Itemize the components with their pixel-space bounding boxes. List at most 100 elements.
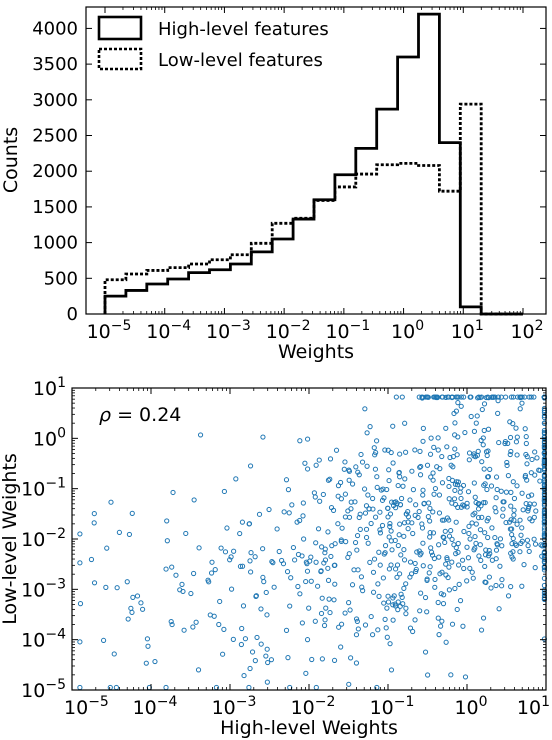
scatter-point [343,539,349,545]
scatter-point [299,553,305,559]
scatter-point [517,406,523,412]
scatter-point [499,576,505,583]
scatter-point [169,564,175,570]
scatter-point [134,593,141,599]
scatter-point [405,526,411,532]
scatter-point [480,435,486,441]
scatter-point [129,510,135,516]
scatter-point [420,540,426,546]
scatter-point [331,597,337,603]
scatter-point [510,394,516,400]
scatter-point [281,509,287,515]
scatter-point [452,446,458,452]
scatter-point [494,486,500,493]
scatter-point [454,606,460,613]
scatter-point [464,500,470,506]
scatter-point [269,558,275,565]
scatter-point [432,584,438,590]
scatter-point [388,562,394,568]
scatter-point [443,425,449,431]
scatter-point [374,438,380,444]
scatter-point [325,577,332,583]
scatter-point [383,625,389,631]
scatter-point [116,529,122,536]
scatter-point [485,534,491,541]
scatter-point [384,634,390,640]
scatter-point [386,467,392,473]
scatter-point [402,476,408,482]
scatter-point [444,444,450,450]
scatter-point [471,480,477,486]
scatter-point [473,521,479,527]
histogram-x-tick-label: 101 [451,318,484,343]
scatter-point [386,477,392,484]
scatter-point [388,667,395,673]
rho-symbol: ρ [99,404,111,426]
scatter-point [125,616,131,622]
scatter-point [417,448,423,454]
scatter-point [417,472,424,478]
scatter-chart: 10−5 10−4 10−3 10−2 10−1 100 101 10−510−410−31… [0,375,550,739]
scatter-point [507,434,514,441]
histogram-series-high-level [103,12,523,316]
scatter-point [321,560,327,566]
scatter-point [299,620,305,626]
scatter-point [388,528,394,534]
scatter-point [448,672,454,678]
scatter-point [385,514,391,520]
scatter-x-tick-label: 10−4 [133,694,178,719]
scatter-point [430,470,436,476]
scatter-point [522,426,528,432]
histogram-bar-low-0 [105,280,126,314]
scatter-point [221,626,227,632]
scatter-y-tick-label: 10−4 [21,627,66,652]
scatter-point [216,621,222,628]
scatter-point [382,543,389,549]
scatter-point [289,502,295,508]
scatter-point [247,463,254,469]
scatter-point [352,499,358,505]
scatter-point [377,527,383,533]
scatter-point [233,476,239,482]
scatter-point [300,500,306,506]
scatter-point [464,578,470,584]
scatter-point [283,477,290,483]
scatter-point [426,570,432,576]
scatter-point [403,581,409,587]
scatter-point [335,493,341,499]
scatter-point [304,637,311,643]
scatter-point [476,394,482,400]
scatter-point [500,499,506,505]
scatter-point [363,526,370,532]
scatter-point [104,545,110,551]
scatter-point [465,489,472,495]
scatter-point [508,448,514,455]
scatter-point [473,499,479,506]
scatter-point [436,510,443,516]
scatter-point [372,466,379,472]
scatter-point [260,546,266,552]
scatter-point [462,674,469,680]
scatter-point [196,545,202,551]
scatter-point [393,505,399,511]
scatter-point [493,474,500,480]
scatter-point [526,394,532,400]
scatter-point [524,461,530,467]
scatter-point [390,423,396,429]
scatter-point [412,447,418,453]
histogram-series-low-level [103,102,523,316]
scatter-point [478,394,485,400]
scatter-point [424,609,430,615]
scatter-point [195,667,202,673]
scatter-point [500,513,506,519]
scatter-point [471,428,478,434]
scatter-point [479,514,485,520]
scatter-point [527,516,533,522]
scatter-point [318,610,325,617]
histogram-y-tick-label: 4000 [32,18,78,39]
scatter-point [130,594,136,600]
scatter-point [263,589,269,596]
scatter-point [407,559,414,565]
scatter-point [410,487,417,493]
scatter-point [396,470,402,476]
